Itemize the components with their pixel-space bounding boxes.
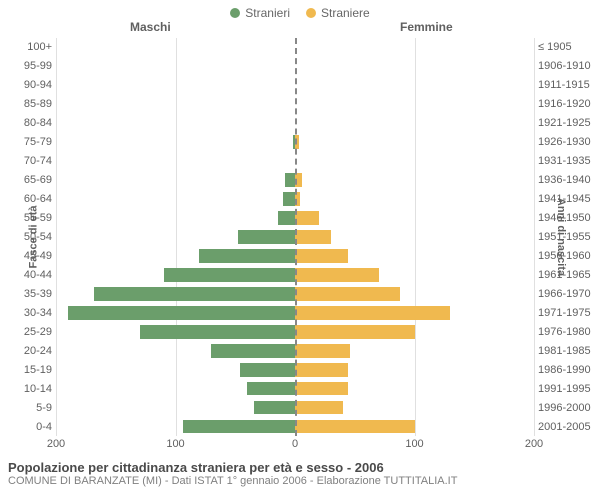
chart-title: Popolazione per cittadinanza straniera p… xyxy=(8,460,592,475)
bar-female xyxy=(295,268,379,282)
header-male: Maschi xyxy=(130,20,171,34)
age-label: 75-79 xyxy=(6,133,52,152)
legend-item-male: Stranieri xyxy=(230,6,290,20)
age-label: 10-14 xyxy=(6,379,52,398)
birth-label: 1946-1950 xyxy=(538,209,596,228)
birth-label: 1996-2000 xyxy=(538,398,596,417)
bar-female xyxy=(295,249,348,263)
birth-label: 1976-1980 xyxy=(538,322,596,341)
center-axis xyxy=(295,38,297,436)
age-label: 85-89 xyxy=(6,95,52,114)
age-label: 20-24 xyxy=(6,341,52,360)
bar-female xyxy=(295,211,319,225)
y-axis-left: 100+95-9990-9485-8980-8475-7970-7465-696… xyxy=(6,38,52,436)
bar-male xyxy=(164,268,295,282)
age-label: 5-9 xyxy=(6,398,52,417)
birth-label: 1926-1930 xyxy=(538,133,596,152)
birth-label: 1986-1990 xyxy=(538,360,596,379)
column-headers: Maschi Femmine xyxy=(0,20,600,38)
age-label: 35-39 xyxy=(6,284,52,303)
bar-female xyxy=(295,382,348,396)
bar-male xyxy=(238,230,295,244)
age-label: 90-94 xyxy=(6,76,52,95)
bar-male xyxy=(283,192,295,206)
legend-swatch-female xyxy=(306,8,316,18)
bar-male xyxy=(278,211,295,225)
age-label: 60-64 xyxy=(6,190,52,209)
bar-male xyxy=(211,344,295,358)
bar-male xyxy=(254,401,295,415)
birth-label: 1906-1910 xyxy=(538,57,596,76)
birth-label: 2001-2005 xyxy=(538,417,596,436)
bar-male xyxy=(68,306,295,320)
age-label: 15-19 xyxy=(6,360,52,379)
age-label: 95-99 xyxy=(6,57,52,76)
bar-female xyxy=(295,306,450,320)
header-female: Femmine xyxy=(400,20,453,34)
age-label: 65-69 xyxy=(6,171,52,190)
x-tick: 0 xyxy=(292,438,298,450)
legend-item-female: Straniere xyxy=(306,6,370,20)
plot xyxy=(56,38,534,436)
age-label: 25-29 xyxy=(6,322,52,341)
chart-subtitle: COMUNE DI BARANZATE (MI) - Dati ISTAT 1°… xyxy=(8,475,592,487)
footer: Popolazione per cittadinanza straniera p… xyxy=(0,456,600,487)
bar-female xyxy=(295,420,415,434)
birth-label: 1916-1920 xyxy=(538,95,596,114)
birth-label: 1971-1975 xyxy=(538,303,596,322)
bar-male xyxy=(285,173,295,187)
bar-male xyxy=(94,287,295,301)
bar-female xyxy=(295,344,350,358)
age-label: 55-59 xyxy=(6,209,52,228)
x-tick: 200 xyxy=(525,438,543,450)
bar-male xyxy=(183,420,295,434)
bar-male xyxy=(140,325,295,339)
y-axis-right: ≤ 19051906-19101911-19151916-19201921-19… xyxy=(538,38,596,436)
x-tick: 100 xyxy=(405,438,423,450)
age-label: 70-74 xyxy=(6,152,52,171)
age-label: 30-34 xyxy=(6,303,52,322)
birth-label: 1961-1965 xyxy=(538,265,596,284)
legend-label-male: Stranieri xyxy=(245,6,290,20)
x-tick: 100 xyxy=(166,438,184,450)
age-label: 80-84 xyxy=(6,114,52,133)
bar-female xyxy=(295,230,331,244)
grid-line xyxy=(534,38,535,436)
birth-label: 1981-1985 xyxy=(538,341,596,360)
birth-label: 1911-1915 xyxy=(538,76,596,95)
birth-label: ≤ 1905 xyxy=(538,38,596,57)
legend-label-female: Straniere xyxy=(321,6,370,20)
legend-swatch-male xyxy=(230,8,240,18)
x-tick: 200 xyxy=(47,438,65,450)
bar-female xyxy=(295,401,343,415)
x-axis: 2001000100200 xyxy=(56,436,534,456)
birth-label: 1921-1925 xyxy=(538,114,596,133)
age-label: 45-49 xyxy=(6,246,52,265)
bar-female xyxy=(295,325,415,339)
birth-label: 1966-1970 xyxy=(538,284,596,303)
bar-female xyxy=(295,287,400,301)
age-label: 100+ xyxy=(6,38,52,57)
bar-male xyxy=(247,382,295,396)
birth-label: 1951-1955 xyxy=(538,228,596,247)
age-label: 50-54 xyxy=(6,228,52,247)
birth-label: 1956-1960 xyxy=(538,246,596,265)
bar-male xyxy=(199,249,295,263)
birth-label: 1931-1935 xyxy=(538,152,596,171)
birth-label: 1991-1995 xyxy=(538,379,596,398)
chart-container: Stranieri Straniere Maschi Femmine Fasce… xyxy=(0,0,600,500)
birth-label: 1936-1940 xyxy=(538,171,596,190)
chart-area: Fasce di età Anni di nascita 100+95-9990… xyxy=(56,38,534,436)
bar-female xyxy=(295,363,348,377)
bar-male xyxy=(240,363,295,377)
age-label: 40-44 xyxy=(6,265,52,284)
birth-label: 1941-1945 xyxy=(538,190,596,209)
age-label: 0-4 xyxy=(6,417,52,436)
legend: Stranieri Straniere xyxy=(0,0,600,20)
